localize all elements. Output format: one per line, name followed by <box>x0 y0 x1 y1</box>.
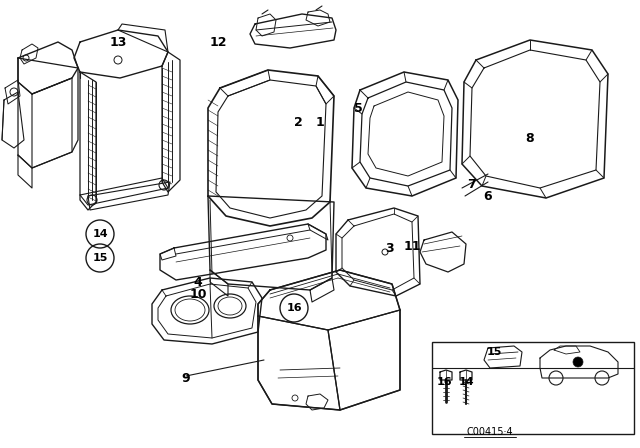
Text: 6: 6 <box>484 190 492 202</box>
Text: 3: 3 <box>386 241 394 254</box>
Text: 5: 5 <box>354 102 362 115</box>
Text: 16: 16 <box>436 377 452 387</box>
Text: 14: 14 <box>458 377 474 387</box>
Text: 4: 4 <box>194 276 202 289</box>
Text: C00415·4: C00415·4 <box>467 427 513 437</box>
Text: 12: 12 <box>209 35 227 48</box>
Text: 1: 1 <box>316 116 324 129</box>
Text: 13: 13 <box>109 35 127 48</box>
Text: 9: 9 <box>182 371 190 384</box>
Bar <box>432 342 634 434</box>
Circle shape <box>573 357 583 367</box>
Text: 15: 15 <box>486 347 502 357</box>
Circle shape <box>114 56 122 64</box>
Circle shape <box>87 195 97 205</box>
Text: 7: 7 <box>468 177 476 190</box>
Text: 8: 8 <box>525 132 534 145</box>
Circle shape <box>159 180 169 190</box>
Text: 10: 10 <box>189 288 207 301</box>
Text: 16: 16 <box>286 303 302 313</box>
Text: 15: 15 <box>92 253 108 263</box>
Text: 11: 11 <box>403 240 420 253</box>
Text: 2: 2 <box>294 116 302 129</box>
Text: 14: 14 <box>92 229 108 239</box>
